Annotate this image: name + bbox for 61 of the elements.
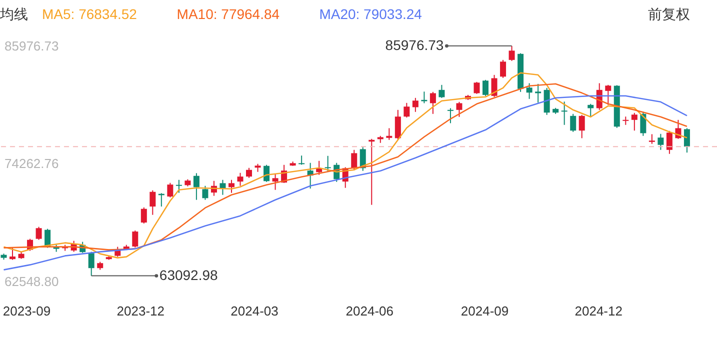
candlestick (605, 84, 612, 106)
candlestick (544, 87, 550, 116)
candlestick (482, 79, 489, 96)
candlestick (474, 81, 480, 94)
candlestick (394, 109, 401, 140)
text: MA20: 79033.24 (319, 6, 422, 22)
candlestick (132, 230, 138, 248)
candlestick (648, 134, 655, 144)
candlestick (351, 149, 358, 170)
annotation: 前复权 (648, 6, 690, 22)
y-tick-label: 74262.76 (4, 156, 59, 172)
candlestick (324, 155, 331, 172)
candlestick (272, 173, 278, 190)
line-series (3, 95, 688, 270)
candlestick (193, 172, 200, 200)
candlestick (167, 182, 174, 198)
legend-title: 均线 (0, 6, 28, 22)
candlestick (658, 133, 664, 150)
candlestick (228, 179, 234, 194)
candlestick (202, 185, 208, 200)
candlestick (246, 167, 252, 178)
candlestick (578, 114, 585, 139)
candlestick (140, 206, 147, 224)
candlestick (684, 128, 690, 154)
candlestick (491, 74, 498, 98)
candlestick (447, 108, 454, 124)
candlestick (535, 83, 542, 104)
text: MA10: 77964.84 (176, 6, 280, 22)
candlestick (500, 59, 506, 78)
x-tick-label: 2024-06 (346, 304, 394, 318)
x-tick-label: 2023-12 (116, 304, 165, 318)
candlestick (220, 179, 226, 196)
candlestick (666, 130, 672, 154)
y-tick-label: 85976.73 (4, 38, 59, 54)
candlestick (588, 103, 594, 118)
candlestick (412, 97, 418, 112)
candlestick (150, 190, 156, 216)
candlestick (404, 102, 410, 118)
candlestick (237, 172, 244, 186)
candlestick (631, 112, 638, 132)
text: MA5: 76834.52 (42, 6, 138, 22)
candlestick (430, 91, 436, 114)
candlestick (622, 116, 629, 126)
candlestick (456, 101, 462, 118)
candlestick (176, 179, 182, 194)
x-tick-label: 2024-12 (574, 304, 622, 318)
candlestick (298, 155, 305, 166)
x-tick-label: 2024-09 (460, 304, 509, 318)
candlestick (36, 226, 42, 240)
candlestick (386, 128, 392, 140)
candlestick (10, 247, 16, 260)
annotation: 85976.73 (385, 36, 444, 53)
candlestick (438, 84, 445, 98)
annotation: 63092.98 (159, 266, 218, 283)
y-tick-label: 62548.80 (4, 274, 59, 289)
candlestick (561, 101, 568, 126)
candlestick (570, 113, 576, 132)
candlestick (508, 45, 515, 62)
candlestick (526, 82, 532, 100)
x-tick-label: 2023-09 (2, 304, 51, 318)
x-tick-label: 2024-03 (230, 304, 278, 318)
